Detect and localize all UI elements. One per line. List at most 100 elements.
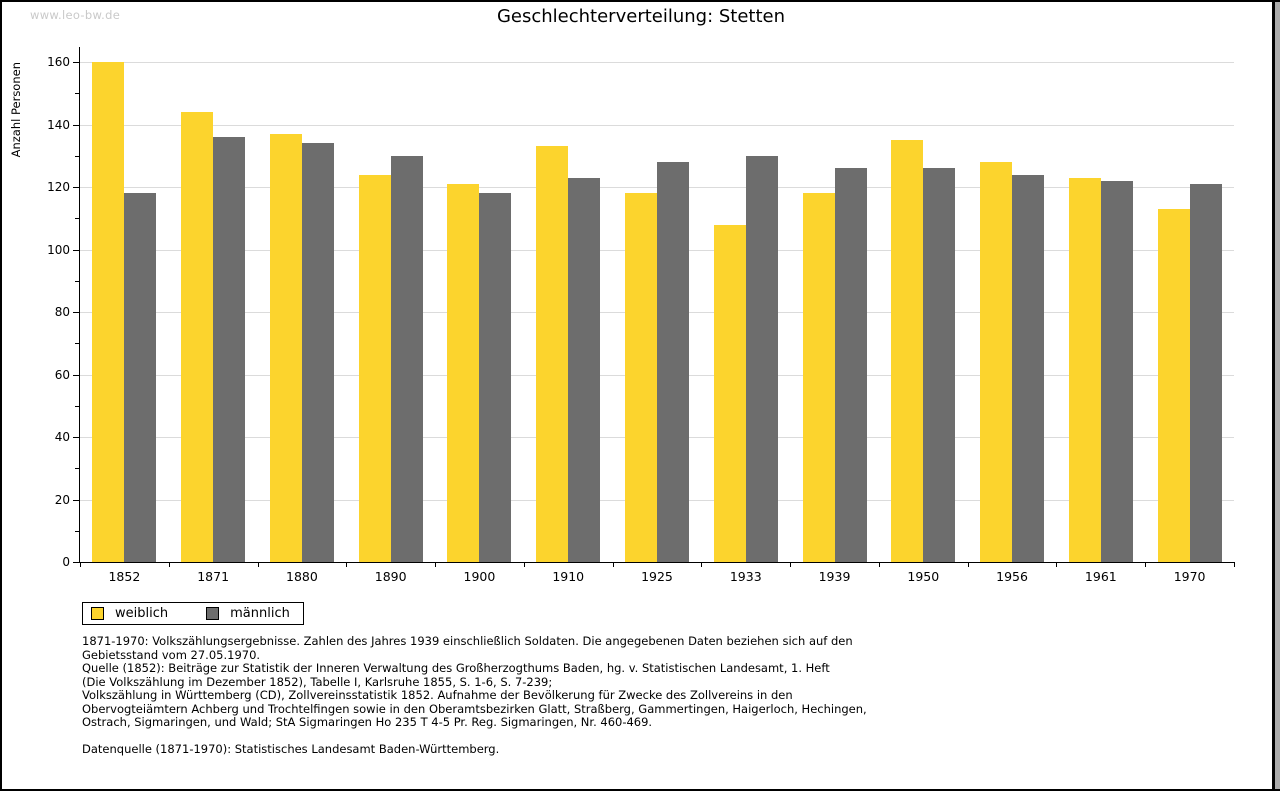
bar-group-1939: [790, 168, 879, 562]
y-minor-tick-30: [75, 468, 79, 470]
bar-group-1890: [346, 155, 435, 562]
y-tick-80: [73, 312, 79, 313]
x-boundary-tick-3: [346, 563, 348, 567]
x-tick-label-1961: 1961: [1084, 569, 1117, 584]
y-tick-label-40: 40: [54, 430, 70, 444]
chart-legend: weiblich männlich: [82, 602, 304, 625]
y-tick-label-0: 0: [62, 555, 70, 569]
y-minor-tick-10: [75, 530, 79, 532]
bar-weiblich-1910: [536, 146, 569, 562]
x-tick-label-1900: 1900: [463, 569, 496, 584]
y-minor-tick-110: [75, 218, 79, 220]
y-minor-tick-50: [75, 405, 79, 407]
x-tick-label-1939: 1939: [818, 569, 851, 584]
bar-group-1852: [80, 62, 169, 562]
bar-männlich-1925: [656, 162, 689, 562]
y-tick-label-160: 160: [47, 55, 70, 69]
bar-männlich-1880: [301, 143, 334, 562]
bar-group-1933: [701, 155, 790, 562]
x-boundary-tick-8: [790, 563, 792, 567]
y-tick-40: [73, 437, 79, 438]
x-tick-label-1910: 1910: [552, 569, 585, 584]
x-boundary-tick-9: [878, 563, 880, 567]
footnote-line-5: Volkszählung in Württemberg (CD), Zollve…: [82, 688, 793, 702]
x-boundary-tick-4: [435, 563, 437, 567]
bar-männlich-1900: [479, 193, 512, 562]
x-boundary-tick-7: [701, 563, 703, 567]
bar-weiblich-1933: [713, 224, 746, 562]
bar-männlich-1933: [745, 155, 778, 562]
bar-group-1910: [524, 146, 613, 562]
y-tick-0: [73, 562, 79, 563]
legend-item-weiblich: weiblich: [91, 606, 168, 621]
y-tick-label-80: 80: [54, 305, 70, 319]
legend-swatch-weiblich: [91, 607, 104, 620]
bar-weiblich-1890: [358, 174, 391, 562]
footnote-lines: 1871-1970: Volkszählungsergebnisse. Zahl…: [82, 634, 867, 730]
bar-weiblich-1880: [269, 133, 302, 562]
y-minor-tick-70: [75, 343, 79, 345]
bar-weiblich-1950: [891, 140, 924, 562]
x-tick-label-1933: 1933: [729, 569, 762, 584]
x-boundary-tick-6: [612, 563, 614, 567]
y-tick-label-140: 140: [47, 117, 70, 132]
y-tick-60: [73, 374, 79, 376]
bar-weiblich-1871: [181, 112, 214, 562]
x-boundary-tick-13: [1234, 563, 1235, 567]
x-boundary-tick-1: [168, 563, 170, 567]
watermark-url: www.leo-bw.de: [30, 8, 121, 22]
bar-männlich-1939: [834, 168, 867, 562]
x-boundary-tick-2: [257, 563, 259, 567]
bar-männlich-1956: [1012, 174, 1045, 562]
x-tick-label-1925: 1925: [641, 569, 673, 584]
y-tick-label-120: 120: [47, 180, 70, 194]
footnote-line-6: Obervogteiämtern Achberg und Trochtelfin…: [82, 701, 867, 716]
bar-weiblich-1939: [802, 193, 835, 562]
legend-swatch-männlich: [206, 607, 220, 620]
x-boundary-tick-0: [80, 563, 81, 567]
y-axis-label: Anzahl Personen: [9, 62, 23, 158]
bar-weiblich-1961: [1068, 177, 1101, 562]
bar-group-1950: [879, 140, 968, 562]
bar-weiblich-1925: [624, 193, 657, 562]
bar-group-1925: [613, 162, 702, 562]
x-tick-label-1950: 1950: [907, 569, 940, 584]
plot-area: 0 20 40 60 80 100 120 140 160 1852 1871 1880 1890 190…: [47, 47, 1235, 584]
bar-weiblich-1970: [1157, 208, 1190, 562]
bar-group-1871: [169, 112, 258, 562]
y-axis-line: [79, 47, 80, 562]
legend-label-männlich: männlich: [230, 606, 290, 621]
bar-group-1880: [258, 133, 347, 562]
bar-weiblich-1956: [980, 162, 1013, 562]
footnotes: 1871-1970: Volkszählungsergebnisse. Zahl…: [82, 634, 867, 756]
y-tick-100: [73, 249, 79, 251]
y-minor-tick-130: [75, 155, 79, 157]
bar-männlich-1910: [568, 177, 601, 562]
legend-item-männlich: männlich: [206, 606, 290, 621]
bar-männlich-1871: [213, 137, 246, 562]
y-minor-tick-150: [75, 93, 79, 95]
bar-männlich-1852: [124, 193, 157, 562]
bar-group-1900: [435, 183, 524, 562]
legend-label-weiblich: weiblich: [115, 606, 169, 621]
y-tick-label-60: 60: [54, 367, 70, 382]
x-tick-label-1880: 1880: [286, 569, 318, 584]
x-tick-label-1852: 1852: [108, 569, 141, 584]
footnote-line-7: Ostrach, Sigmaringen, und Wald; StA Sigm…: [82, 715, 653, 729]
gridline-160: [80, 62, 1234, 63]
footnote-line-4: (Die Volkszählung im Dezember 1852), Tab…: [82, 674, 553, 689]
window-frame-shadow: [1275, 2, 1280, 789]
footnote-line-3: Quelle (1852): Beiträge zur Statistik de…: [82, 661, 830, 675]
x-axis-line: [79, 562, 1235, 563]
y-tick-label-100: 100: [47, 242, 70, 257]
bar-männlich-1970: [1189, 183, 1222, 562]
y-tick-label-20: 20: [54, 492, 70, 507]
bar-männlich-1961: [1100, 180, 1133, 562]
x-tick-label-1890: 1890: [374, 569, 407, 584]
bar-männlich-1890: [390, 155, 423, 562]
data-source-line: Datenquelle (1871-1970): Statistisches L…: [82, 741, 500, 756]
x-boundary-tick-12: [1145, 563, 1147, 567]
y-tick-140: [73, 124, 79, 126]
bar-männlich-1950: [923, 168, 956, 562]
